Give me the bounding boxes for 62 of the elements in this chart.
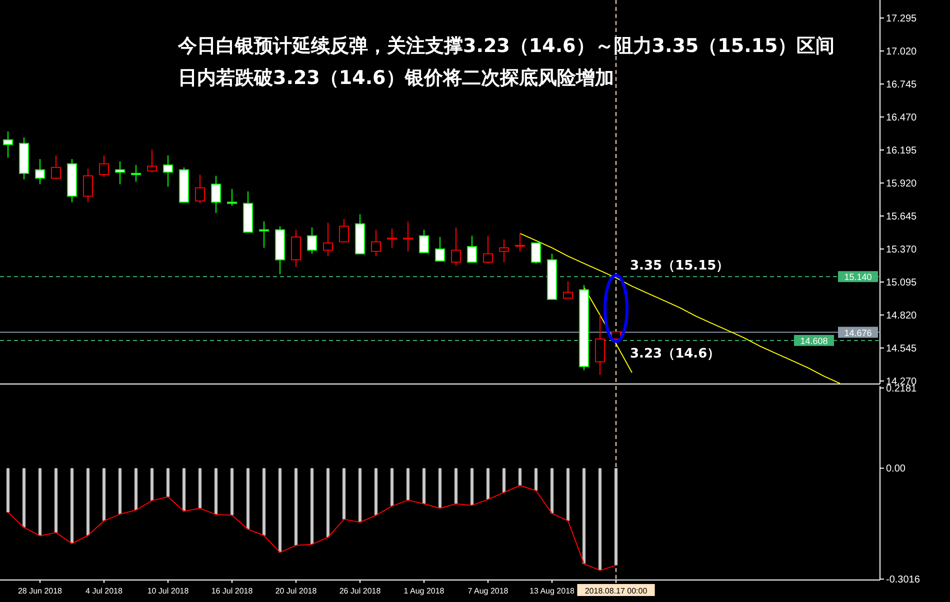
ref-line-label: 14.608 <box>800 336 828 346</box>
candlestick <box>531 242 541 264</box>
candlestick <box>323 222 333 257</box>
candlestick <box>467 235 477 263</box>
y-tick-label: 14.820 <box>886 310 918 322</box>
candlestick <box>99 154 109 178</box>
y-tick-label: 16.470 <box>886 112 918 124</box>
candlestick <box>131 164 141 182</box>
ref-line-label: 15.140 <box>844 272 872 282</box>
y-tick-label: 15.920 <box>886 178 918 190</box>
x-tick-label: 28 Jun 2018 <box>18 586 63 596</box>
x-tick-label: 20 Jul 2018 <box>275 586 318 596</box>
annotation: 3.35（15.15） <box>630 258 730 274</box>
x-tick-label: 16 Jul 2018 <box>211 586 254 596</box>
candlestick <box>291 229 301 268</box>
text: 日内若跌破3.23（14.6）银价将二次探底风险增加 <box>178 67 614 89</box>
candlestick <box>371 229 381 257</box>
candlestick <box>147 148 157 173</box>
candlestick <box>307 226 317 254</box>
x-tick-label: 1 Aug 2018 <box>404 586 445 596</box>
candlestick <box>435 236 445 262</box>
candlestick <box>339 218 349 242</box>
candlestick <box>195 174 205 204</box>
y-tick-label: 0.00 <box>886 464 906 475</box>
y-tick-label: 16.745 <box>886 80 918 90</box>
candlestick <box>563 280 573 299</box>
y-tick-label: 15.370 <box>886 244 918 256</box>
candlestick <box>51 154 61 180</box>
candlestick <box>3 130 13 158</box>
ref-line-label: 14.676 <box>844 328 872 338</box>
candlestick <box>595 314 605 376</box>
line-series <box>8 484 616 571</box>
candlestick <box>387 228 397 248</box>
line-series <box>520 232 840 384</box>
x-tick-label: 10 Jul 2018 <box>147 586 190 596</box>
y-tick-label: -0.3016 <box>886 574 920 586</box>
y-tick-label: 15.645 <box>886 212 918 222</box>
y-tick-label: 16.195 <box>886 146 918 156</box>
candlestick <box>227 188 237 206</box>
candlestick <box>419 229 429 254</box>
y-tick-label: 14.545 <box>886 344 918 354</box>
y-tick-label: 17.020 <box>886 46 918 58</box>
y-tick-label: 17.295 <box>886 14 918 24</box>
text: 今日白银预计延续反弹，关注支撑3.23（14.6）～阻力3.35（15.15）区间 <box>177 35 835 57</box>
candlestick <box>499 238 509 263</box>
candlestick <box>483 235 493 264</box>
candlestick <box>451 226 461 266</box>
annotation: 3.23（14.6） <box>630 346 720 362</box>
candlestick <box>211 175 221 214</box>
x-tick-label: 26 Jul 2018 <box>339 586 382 596</box>
candlestick <box>259 220 269 248</box>
x-tick-label: 13 Aug 2018 <box>530 586 576 596</box>
y-tick-label: 0.2181 <box>886 383 918 394</box>
candlestick <box>83 168 93 203</box>
x-tick-label: 7 Aug 2018 <box>468 586 509 596</box>
candlestick <box>35 158 45 185</box>
y-tick-label: 15.095 <box>886 278 918 288</box>
candlestick <box>163 154 173 188</box>
x-tick-label: 2018.08.17 00:00 <box>584 586 648 596</box>
x-tick-label: 4 Jul 2018 <box>86 586 124 596</box>
candlestick <box>403 220 413 252</box>
candlestick <box>115 160 125 185</box>
